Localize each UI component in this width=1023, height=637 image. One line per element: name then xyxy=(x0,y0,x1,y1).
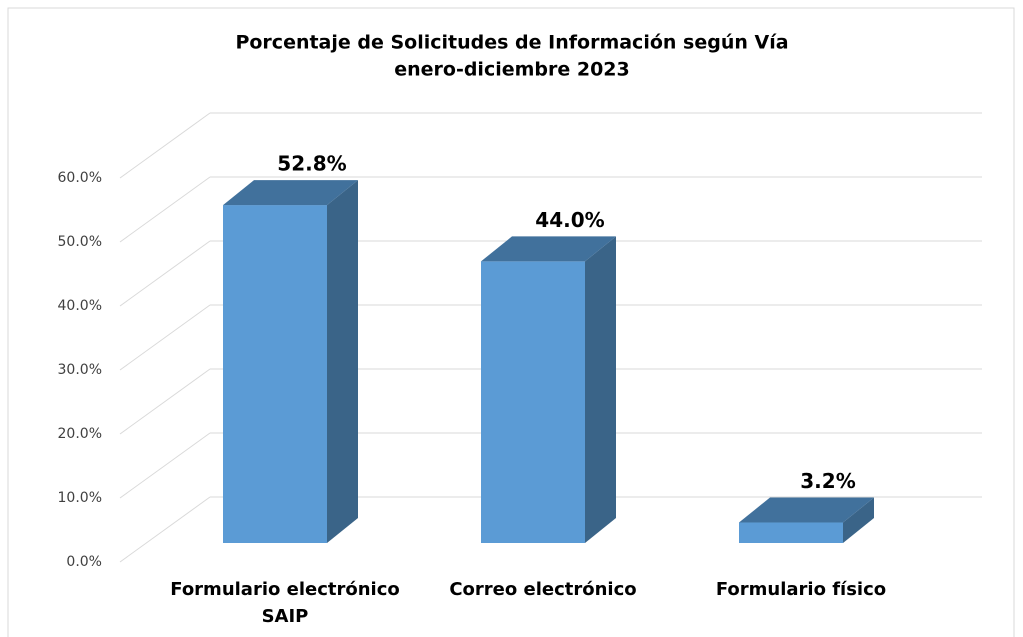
grid-line-side xyxy=(119,368,211,435)
bar-side xyxy=(843,497,874,543)
bar-top xyxy=(223,180,358,206)
grid-line-side xyxy=(119,176,211,243)
y-tick-label: 30.0% xyxy=(58,362,102,378)
bar-side xyxy=(327,180,358,543)
chart-title: Porcentaje de Solicitudes de Información… xyxy=(235,32,788,54)
y-tick-label: 60.0% xyxy=(58,170,102,186)
bar xyxy=(739,522,843,543)
data-label: 52.8% xyxy=(277,152,346,176)
grid-line-side xyxy=(119,304,211,371)
data-label: 44.0% xyxy=(535,208,604,232)
bar-side xyxy=(585,236,616,543)
x-tick-label: Formulario físico xyxy=(715,579,887,600)
grid-line-side xyxy=(119,240,211,307)
grid-line-side xyxy=(119,496,211,563)
y-tick-label: 20.0% xyxy=(58,426,102,442)
grid-line-side xyxy=(119,432,211,499)
y-tick-label: 10.0% xyxy=(58,490,102,506)
bar-top xyxy=(481,236,616,262)
chart-subtitle: enero-diciembre 2023 xyxy=(394,59,630,81)
bar xyxy=(481,261,585,543)
grid-line-side xyxy=(119,112,211,179)
data-label: 3.2% xyxy=(800,469,855,493)
x-tick-label: Correo electrónico xyxy=(449,579,637,600)
y-tick-label: 40.0% xyxy=(58,298,102,314)
y-tick-label: 50.0% xyxy=(58,234,102,250)
x-tick-label: Formulario electrónico SAIP xyxy=(170,579,400,627)
y-tick-label: 0.0% xyxy=(66,554,102,570)
bar xyxy=(223,205,327,543)
bar-top xyxy=(739,497,874,523)
